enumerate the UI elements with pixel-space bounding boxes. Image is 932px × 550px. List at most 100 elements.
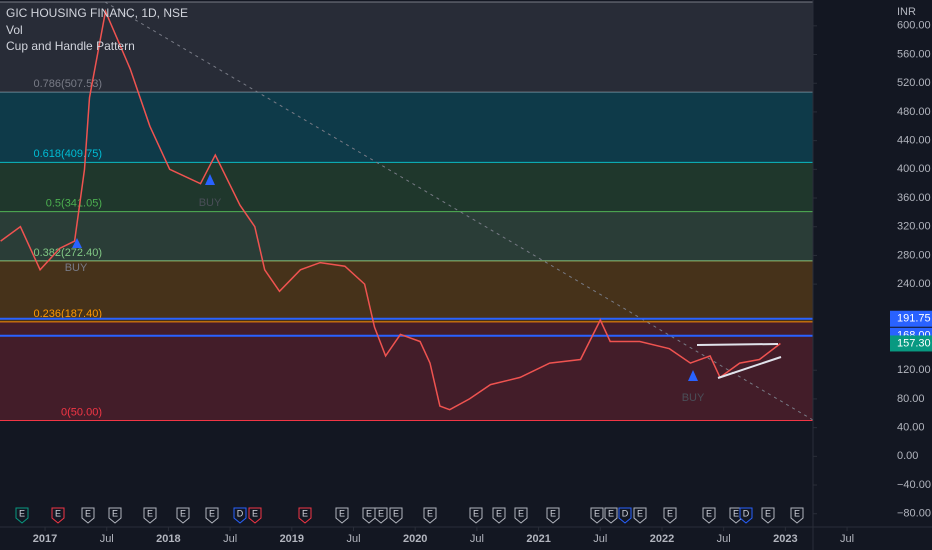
event-label: E bbox=[667, 508, 673, 518]
fib-zone bbox=[0, 92, 813, 163]
event-label: E bbox=[339, 508, 345, 518]
y-tick-label: 600.00 bbox=[897, 20, 931, 32]
fib-label: 0.5(341.05) bbox=[46, 198, 102, 210]
event-marker bbox=[176, 507, 190, 524]
event-label: E bbox=[518, 508, 524, 518]
axes: 600.00 560.00 520.00 480.00 440.00 400.00 360.… bbox=[33, 20, 932, 545]
x-tick-label: 2019 bbox=[280, 533, 304, 545]
event-marker bbox=[618, 507, 632, 524]
event-marker bbox=[739, 507, 753, 524]
event-label: D bbox=[237, 508, 244, 518]
y-tick-label: 240.00 bbox=[897, 278, 931, 290]
event-label: E bbox=[252, 508, 258, 518]
price-line-series bbox=[0, 8, 781, 411]
event-marker bbox=[143, 507, 157, 524]
fib-zone bbox=[0, 211, 813, 261]
event-marker bbox=[423, 507, 437, 524]
event-marker bbox=[514, 507, 528, 524]
x-tick-label: Jul bbox=[223, 533, 237, 545]
event-marker bbox=[81, 507, 95, 524]
event-marker bbox=[604, 507, 618, 524]
event-label: E bbox=[85, 508, 91, 518]
x-tick-label: Jul bbox=[346, 533, 360, 545]
event-label: E bbox=[637, 508, 643, 518]
fib-label: 0.236(187.40) bbox=[34, 308, 103, 320]
y-tick-label: 360.00 bbox=[897, 192, 931, 204]
fib-label: 0.618(409.75) bbox=[34, 148, 103, 160]
event-label: E bbox=[496, 508, 502, 518]
fib-zone bbox=[0, 260, 813, 322]
y-tick-label: 80.00 bbox=[897, 393, 925, 405]
event-label: E bbox=[594, 508, 600, 518]
event-label: E bbox=[55, 508, 61, 518]
event-label: E bbox=[473, 508, 479, 518]
x-tick-label: Jul bbox=[717, 533, 731, 545]
event-marker bbox=[205, 507, 219, 524]
fib-retracement: 0.786(507.53) 0.618(409.75) 0.5(341.05) 0.3… bbox=[0, 1, 813, 421]
price-tag bbox=[890, 335, 932, 352]
y-tick-label: 440.00 bbox=[897, 135, 931, 147]
x-tick-label: Jul bbox=[593, 533, 607, 545]
event-label: E bbox=[550, 508, 556, 518]
event-label: E bbox=[147, 508, 153, 518]
event-marker bbox=[702, 507, 716, 524]
event-label: E bbox=[209, 508, 215, 518]
fib-zone bbox=[0, 162, 813, 212]
x-tick-label: 2022 bbox=[650, 533, 674, 545]
event-marker bbox=[51, 507, 65, 524]
event-marker bbox=[15, 507, 29, 524]
pattern-line bbox=[696, 343, 779, 346]
event-marker bbox=[663, 507, 677, 524]
y-tick-label: 0.00 bbox=[897, 450, 918, 462]
event-label: E bbox=[427, 508, 433, 518]
event-marker bbox=[248, 507, 262, 524]
buy-arrow bbox=[205, 174, 215, 185]
y-tick-label: 480.00 bbox=[897, 106, 931, 118]
pattern-line bbox=[717, 356, 782, 379]
event-label: E bbox=[794, 508, 800, 518]
event-label: E bbox=[706, 508, 712, 518]
event-label: E bbox=[112, 508, 118, 518]
event-label: E bbox=[393, 508, 399, 518]
event-marker bbox=[108, 507, 122, 524]
event-marker bbox=[233, 507, 247, 524]
y-tick-label: 280.00 bbox=[897, 249, 931, 261]
event-marker bbox=[492, 507, 506, 524]
buy-arrow bbox=[688, 370, 698, 381]
y-tick-label: −80.00 bbox=[897, 508, 931, 520]
legend-indicator: Vol bbox=[6, 23, 23, 37]
price-tag-label: 157.30 bbox=[897, 337, 931, 349]
buy-arrow bbox=[72, 238, 82, 248]
y-tick-label: −40.00 bbox=[897, 479, 931, 491]
event-label: E bbox=[733, 508, 739, 518]
event-marker bbox=[790, 507, 804, 524]
y-tick-label: 400.00 bbox=[897, 163, 931, 175]
event-label: E bbox=[302, 508, 308, 518]
currency-label: INR bbox=[897, 6, 916, 18]
fib-label: 0(50.00) bbox=[61, 406, 102, 418]
fib-zone bbox=[0, 2, 813, 93]
event-marker bbox=[590, 507, 604, 524]
legend-title: GIC HOUSING FINANC, 1D, NSE bbox=[6, 6, 188, 20]
x-tick-label: 2017 bbox=[33, 533, 57, 545]
event-label: E bbox=[366, 508, 372, 518]
event-marker bbox=[298, 507, 312, 524]
event-marker bbox=[374, 507, 388, 524]
buy-label: BUY bbox=[682, 392, 705, 404]
event-marker bbox=[362, 507, 376, 524]
event-marker bbox=[761, 507, 775, 524]
event-marker bbox=[335, 507, 349, 524]
x-tick-label: 2021 bbox=[526, 533, 550, 545]
x-tick-label: Jul bbox=[470, 533, 484, 545]
x-tick-label: 2020 bbox=[403, 533, 427, 545]
event-label: D bbox=[743, 508, 750, 518]
event-marker bbox=[546, 507, 560, 524]
event-label: D bbox=[622, 508, 629, 518]
fib-zone bbox=[0, 321, 813, 421]
y-tick-label: 320.00 bbox=[897, 221, 931, 233]
buy-label: BUY bbox=[199, 197, 222, 209]
event-label: E bbox=[608, 508, 614, 518]
buy-label: BUY bbox=[65, 262, 88, 274]
